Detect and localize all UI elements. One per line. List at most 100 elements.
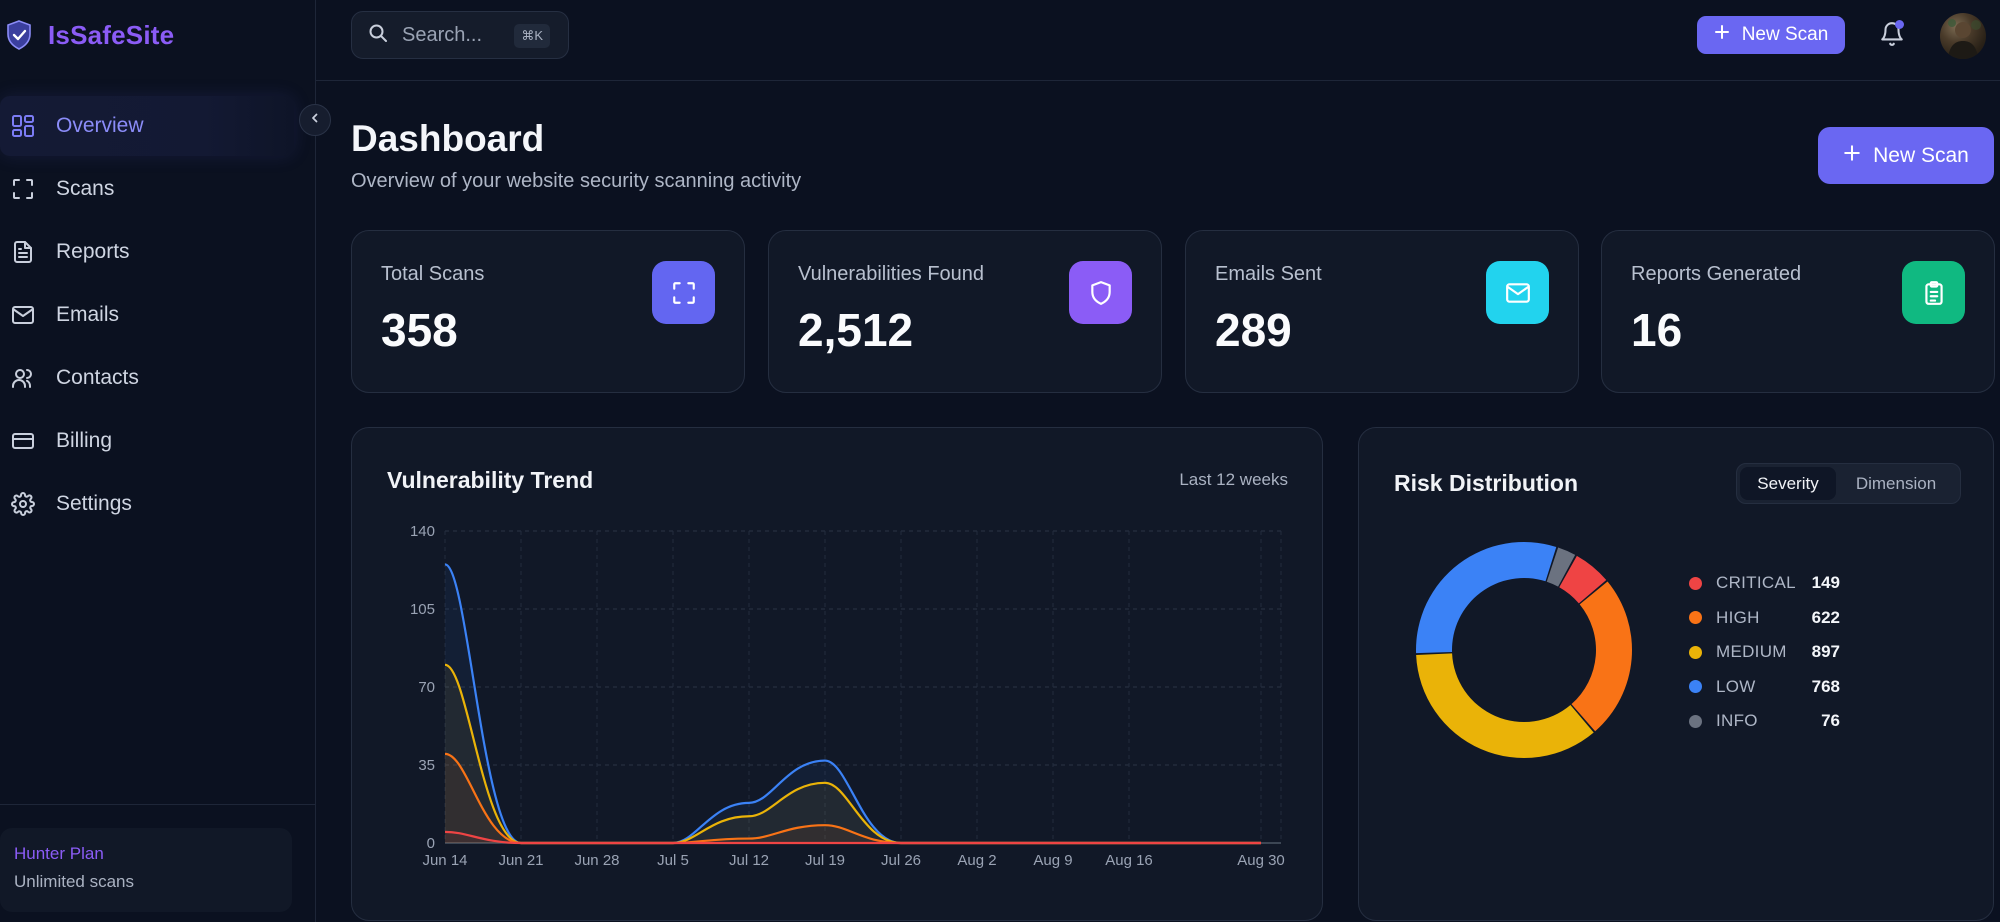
- donut-slice-info[interactable]: [1546, 547, 1576, 587]
- legend-label: CRITICAL: [1716, 573, 1796, 593]
- new-scan-button[interactable]: New Scan: [1697, 16, 1845, 54]
- notification-dot: [1895, 20, 1904, 29]
- legend-item-low: LOW 768: [1689, 670, 1840, 705]
- toggle-severity[interactable]: Severity: [1740, 467, 1836, 500]
- legend-swatch: [1689, 645, 1702, 659]
- x-tick-label: Aug 16: [1105, 852, 1153, 869]
- stat-value: 16: [1631, 304, 1683, 356]
- stat-card-reports-generated[interactable]: Reports Generated 16: [1601, 230, 1995, 393]
- bell-icon: [1879, 21, 1905, 52]
- search-icon: [368, 23, 388, 48]
- legend-item-high: HIGH 622: [1689, 601, 1840, 636]
- plan-name: Hunter Plan: [14, 844, 104, 863]
- header-new-scan-button[interactable]: New Scan: [1818, 127, 1994, 184]
- x-tick-label: Jun 14: [422, 852, 467, 869]
- stat-card-emails-sent[interactable]: Emails Sent 289: [1185, 230, 1579, 393]
- toggle-dimension[interactable]: Dimension: [1855, 473, 1937, 493]
- sidebar-item-billing[interactable]: Billing: [0, 411, 300, 471]
- donut-slice-low[interactable]: [1416, 542, 1557, 654]
- sidebar-item-reports[interactable]: Reports: [0, 222, 300, 282]
- legend-item-medium: MEDIUM 897: [1689, 635, 1840, 670]
- sidebar-divider: [0, 804, 316, 805]
- x-tick-label: Aug 9: [1033, 852, 1072, 869]
- legend-swatch: [1689, 714, 1702, 728]
- series-area-medium: [445, 664, 1261, 843]
- risk-distribution-card: Risk Distribution Severity Dimension CRI…: [1358, 427, 1994, 921]
- donut-slice-critical[interactable]: [1559, 555, 1607, 604]
- legend-value: 897: [1811, 642, 1840, 662]
- scan-icon: [10, 176, 36, 202]
- legend-swatch: [1689, 680, 1702, 694]
- sidebar-item-settings[interactable]: Settings: [0, 474, 300, 534]
- legend-item-critical: CRITICAL 149: [1689, 566, 1840, 601]
- y-tick-label: 70: [418, 679, 435, 696]
- search-input[interactable]: Search... ⌘K: [351, 11, 569, 59]
- legend-swatch: [1689, 576, 1702, 590]
- legend-label: HIGH: [1716, 607, 1760, 627]
- legend-label: MEDIUM: [1716, 642, 1787, 662]
- credit-card-icon: [10, 428, 36, 454]
- stat-value: 289: [1215, 304, 1292, 356]
- sidebar-item-label: Overview: [56, 114, 144, 137]
- sidebar-item-label: Scans: [56, 177, 115, 200]
- series-area-info: [445, 564, 1261, 843]
- mail-icon: [1486, 261, 1549, 324]
- search-placeholder: Search...: [402, 23, 483, 46]
- stat-label: Reports Generated: [1631, 263, 1802, 285]
- sidebar-item-label: Settings: [56, 492, 132, 515]
- grid-icon: [10, 113, 36, 139]
- plan-card[interactable]: Hunter Plan Unlimited scans: [0, 828, 292, 912]
- sidebar-nav: Overview Scans Reports: [0, 96, 300, 537]
- shield-check-icon: [4, 18, 34, 52]
- sidebar-item-emails[interactable]: Emails: [0, 285, 300, 345]
- shield-icon: [1069, 261, 1132, 324]
- legend-value: 768: [1811, 676, 1840, 696]
- gear-icon: [10, 491, 36, 517]
- clipboard-icon: [1902, 261, 1965, 324]
- sidebar-item-label: Billing: [56, 429, 113, 452]
- legend-label: INFO: [1716, 711, 1758, 731]
- stat-card-total-scans[interactable]: Total Scans 358: [351, 230, 745, 393]
- stat-label: Vulnerabilities Found: [798, 263, 985, 285]
- vulnerability-trend-card: 0 35 70 105 140 Jun 14 Jun 21 Jun 28 Jul 5 Jul 12…: [351, 427, 1323, 921]
- y-tick-label: 140: [410, 523, 435, 540]
- y-tick-label: 35: [418, 757, 435, 774]
- x-tick-label: Jun 21: [498, 852, 543, 869]
- sidebar-item-label: Contacts: [56, 366, 139, 389]
- page-subtitle: Overview of your website security scanni…: [351, 170, 802, 192]
- mail-icon: [10, 302, 36, 328]
- page-title: Dashboard: [351, 118, 545, 159]
- x-tick-label: Jun 28: [574, 852, 619, 869]
- stat-value: 2,512: [798, 304, 914, 356]
- brand[interactable]: IsSafeSite: [4, 14, 174, 56]
- donut-slice-high[interactable]: [1571, 581, 1632, 732]
- risk-title: Risk Distribution: [1394, 470, 1579, 496]
- y-tick-label: 105: [410, 601, 435, 618]
- sidebar-item-scans[interactable]: Scans: [0, 159, 300, 219]
- x-tick-label: Aug 30: [1237, 852, 1285, 869]
- trend-period: Last 12 weeks: [1179, 470, 1288, 489]
- stat-label: Emails Sent: [1215, 263, 1322, 285]
- sidebar-item-contacts[interactable]: Contacts: [0, 348, 300, 408]
- legend-value: 149: [1811, 573, 1840, 593]
- trend-chart: 0 35 70 105 140 Jun 14 Jun 21 Jun 28 Jul 5 Jul 12…: [410, 523, 1285, 869]
- donut-slice-medium[interactable]: [1416, 653, 1594, 758]
- legend-value: 76: [1821, 711, 1840, 731]
- sidebar-item-overview[interactable]: Overview: [0, 96, 294, 156]
- file-icon: [10, 239, 36, 265]
- x-tick-label: Jul 26: [881, 852, 921, 869]
- risk-view-toggle: Severity Dimension: [1736, 463, 1961, 504]
- trend-title: Vulnerability Trend: [387, 467, 594, 493]
- x-tick-label: Jul 19: [805, 852, 845, 869]
- notifications-button[interactable]: [1874, 18, 1910, 54]
- series-line-critical: [444, 830, 1261, 845]
- stat-card-vulnerabilities[interactable]: Vulnerabilities Found 2,512: [768, 230, 1162, 393]
- legend-label: LOW: [1716, 676, 1756, 696]
- sidebar-item-label: Reports: [56, 240, 130, 263]
- risk-donut-chart: [1416, 542, 1632, 758]
- legend-swatch: [1689, 611, 1702, 625]
- topbar: Search... ⌘K New Scan: [316, 0, 2000, 81]
- avatar[interactable]: [1940, 13, 1986, 59]
- collapse-sidebar-button[interactable]: [299, 104, 331, 136]
- plus-icon: [1714, 24, 1730, 46]
